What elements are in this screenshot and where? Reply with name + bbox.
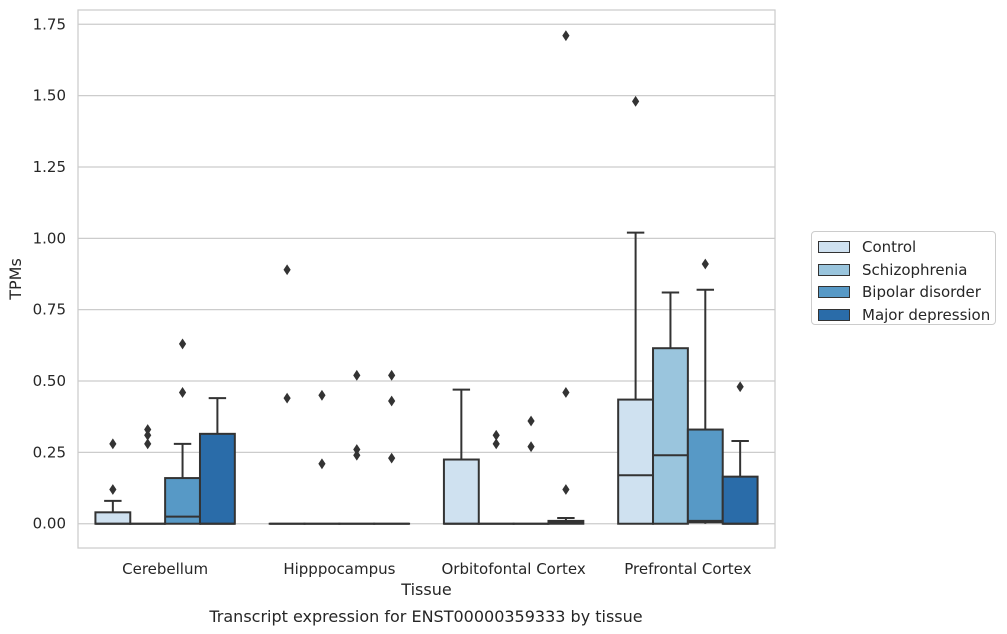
x-tick-label: Prefrontal Cortex xyxy=(624,560,751,578)
outlier-point xyxy=(109,438,117,450)
outlier-point xyxy=(353,449,361,461)
box-1-1 xyxy=(303,389,341,525)
legend-label: Bipolar disorder xyxy=(862,283,981,302)
box-2-1 xyxy=(477,429,515,525)
boxes xyxy=(94,30,759,525)
box-0-3 xyxy=(198,397,236,525)
outlier-point xyxy=(318,458,326,470)
x-tick-label: Hipppocampus xyxy=(283,560,395,578)
outlier-point xyxy=(736,381,744,393)
outlier-point xyxy=(283,392,291,404)
outlier-point xyxy=(562,387,570,398)
y-tick-label: 1.75 xyxy=(33,15,66,33)
legend-item: Major depression xyxy=(818,304,995,327)
y-axis-label: TPMs xyxy=(6,258,25,301)
outlier-point xyxy=(562,30,570,42)
outlier-point xyxy=(144,424,152,435)
box-1-2 xyxy=(338,369,376,525)
outlier-point xyxy=(283,264,291,276)
x-tick-label: Orbitofontal Cortex xyxy=(442,560,586,578)
y-tick-label: 1.00 xyxy=(33,229,66,247)
legend-swatch xyxy=(818,263,850,276)
outlier-point xyxy=(527,415,535,427)
outlier-point xyxy=(562,484,570,495)
legend-label: Major depression xyxy=(862,305,991,324)
outlier-point xyxy=(178,338,187,350)
legend-item: Schizophrenia xyxy=(818,259,995,282)
box-3-0 xyxy=(617,95,655,525)
x-axis-label: Tissue xyxy=(400,580,451,599)
outlier-point xyxy=(144,429,152,441)
outlier-point xyxy=(388,452,396,464)
legend-swatch xyxy=(818,241,850,254)
gridlines xyxy=(78,23,775,525)
outlier-point xyxy=(353,369,361,381)
outlier-point xyxy=(353,444,361,455)
box-2-2 xyxy=(512,415,550,525)
outlier-point xyxy=(632,95,640,107)
outlier-point xyxy=(178,387,187,398)
legend-item: Control xyxy=(818,236,995,259)
legend-label: Control xyxy=(862,238,917,257)
outlier-point xyxy=(318,389,326,401)
box-0-2 xyxy=(164,338,201,525)
box-1-3 xyxy=(373,369,411,525)
box-body xyxy=(652,347,689,525)
box-3-2 xyxy=(686,258,724,524)
box-0-0 xyxy=(94,438,132,525)
box-1-0 xyxy=(268,264,306,525)
outlier-point xyxy=(527,441,535,453)
outlier-point xyxy=(388,369,396,381)
box-3-1 xyxy=(652,291,689,525)
box-0-1 xyxy=(129,424,167,525)
chart-title: Transcript expression for ENST0000035933… xyxy=(208,607,642,626)
y-tick-label: 0.75 xyxy=(33,301,66,319)
legend-item: Bipolar disorder xyxy=(818,281,995,304)
legend: Control Schizophrenia Bipolar disorder Majo… xyxy=(811,231,996,325)
box-body xyxy=(617,398,655,525)
y-tick-label: 0.50 xyxy=(33,372,66,390)
box-2-3 xyxy=(547,30,585,525)
legend-swatch xyxy=(818,308,850,321)
box-body xyxy=(94,511,132,525)
y-tick-label: 1.25 xyxy=(33,158,66,176)
outlier-point xyxy=(109,484,117,495)
outlier-point xyxy=(492,438,500,450)
box-body xyxy=(686,428,724,524)
box-body xyxy=(198,432,236,525)
legend-swatch xyxy=(818,286,850,299)
y-tick-label: 1.50 xyxy=(33,87,66,105)
outlier-point xyxy=(388,395,396,407)
y-tick-label: 0.25 xyxy=(33,443,66,461)
box-body xyxy=(721,475,759,525)
outlier-point xyxy=(492,429,500,441)
outlier-point xyxy=(144,438,152,450)
outlier-point xyxy=(701,258,709,270)
plot-frame xyxy=(77,9,776,549)
x-tick-label: Cerebellum xyxy=(122,560,208,578)
y-axis-ticks: 0.00 0.25 0.50 0.75 1.00 1.25 1.50 1.75 xyxy=(33,15,66,532)
y-tick-label: 0.00 xyxy=(33,515,66,533)
legend-label: Schizophrenia xyxy=(862,260,968,279)
box-2-0 xyxy=(442,388,480,525)
x-axis-ticks: Cerebellum Hipppocampus Orbitofontal Corte… xyxy=(122,560,751,578)
box-body xyxy=(442,458,480,525)
box-3-3 xyxy=(721,381,759,525)
